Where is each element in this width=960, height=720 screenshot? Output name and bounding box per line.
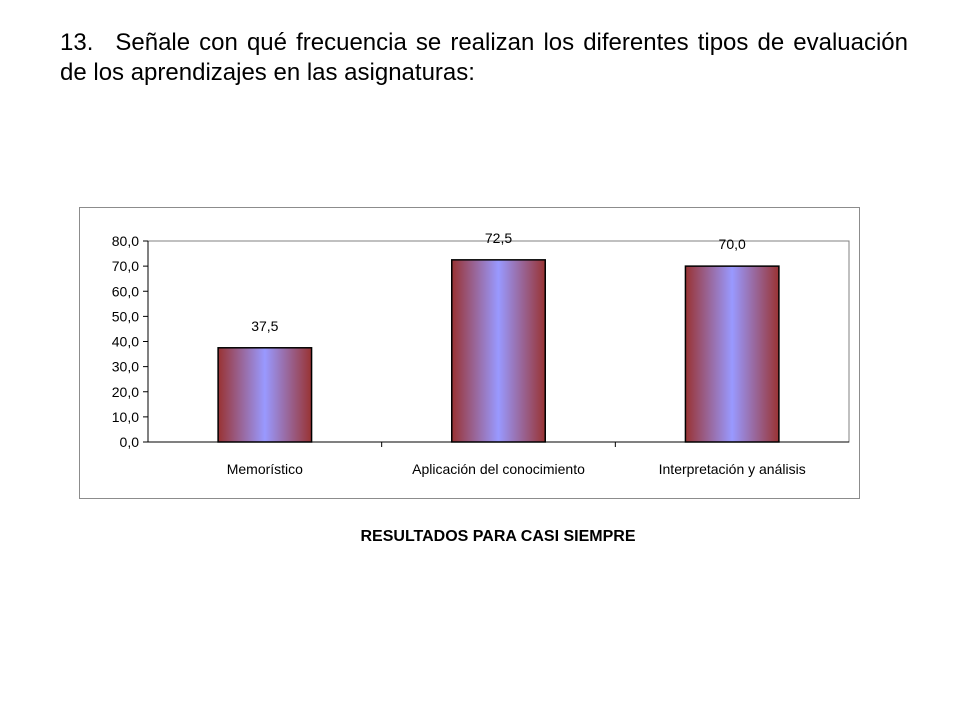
x-tick-label: Aplicación del conocimiento bbox=[412, 461, 585, 477]
question-body: Señale con qué frecuencia se realizan lo… bbox=[60, 29, 908, 86]
bar bbox=[684, 265, 780, 443]
data-label: 70,0 bbox=[719, 236, 746, 252]
chart-frame: 0,0 10,0 20,0 30,0 40,0 50,0 60,0 70,0 80,0 37,5 M… bbox=[79, 207, 860, 499]
x-tick-label: Interpretación y análisis bbox=[659, 461, 806, 477]
data-label: 37,5 bbox=[251, 318, 278, 334]
y-tick-label: 60,0 bbox=[112, 283, 139, 299]
data-label: 72,5 bbox=[485, 230, 512, 246]
chart-caption-text: RESULTADOS PARA CASI SIEMPRE bbox=[360, 528, 636, 545]
y-tick-label: 10,0 bbox=[112, 409, 139, 425]
question-number: 13. bbox=[60, 29, 94, 56]
bar bbox=[217, 347, 313, 443]
y-tick-label: 20,0 bbox=[112, 384, 139, 400]
x-tick-label: Memorístico bbox=[227, 461, 303, 477]
y-tick-label: 70,0 bbox=[112, 258, 139, 274]
y-tick-label: 0,0 bbox=[120, 434, 140, 450]
bar bbox=[451, 259, 546, 443]
chart-caption: RESULTADOS PARA CASI SIEMPRE bbox=[0, 528, 960, 546]
y-tick-label: 40,0 bbox=[112, 334, 139, 350]
y-tick-label: 30,0 bbox=[112, 359, 139, 375]
question-text: 13. Señale con qué frecuencia se realizan… bbox=[60, 28, 908, 88]
bar-chart: 0,0 10,0 20,0 30,0 40,0 50,0 60,0 70,0 80,0 37,5 M… bbox=[112, 230, 850, 477]
y-tick-label: 80,0 bbox=[112, 233, 139, 249]
y-tick-label: 50,0 bbox=[112, 308, 139, 324]
